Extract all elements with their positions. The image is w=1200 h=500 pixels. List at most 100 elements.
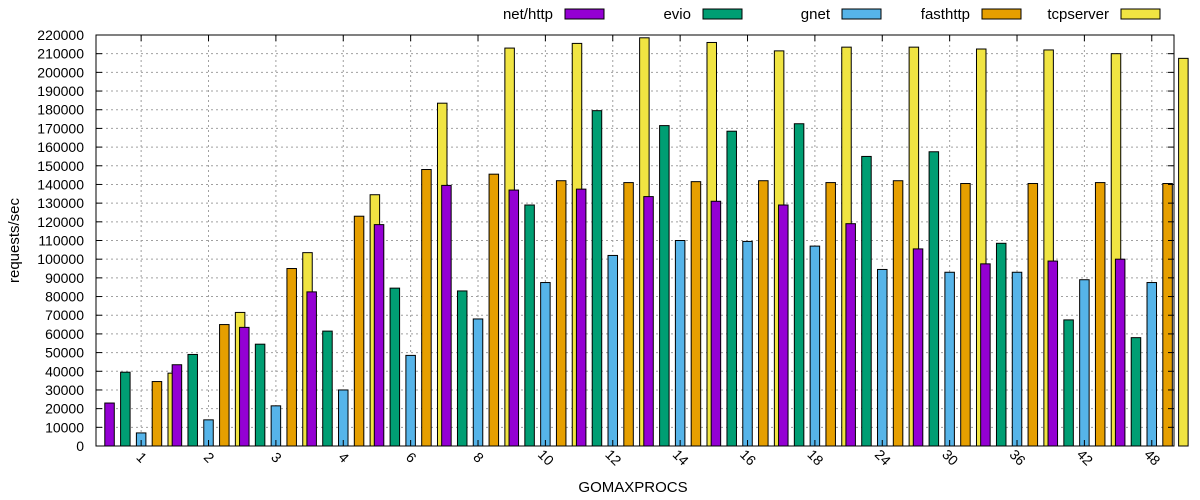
bar-evio-30 xyxy=(928,151,940,447)
legend-swatch xyxy=(564,8,605,20)
bar-net-http-8 xyxy=(441,184,452,447)
x-tick-label: 10 xyxy=(535,446,557,468)
y-tick-label: 110000 xyxy=(38,233,84,249)
y-tick-label: 30000 xyxy=(45,382,84,398)
y-tick-label: 200000 xyxy=(37,64,84,80)
bar-net-http-3 xyxy=(239,326,250,447)
bar-fasthttp-18 xyxy=(825,182,836,447)
legend-label: net/http xyxy=(503,6,553,23)
bar-evio-1 xyxy=(120,371,131,447)
x-tick-label: 3 xyxy=(268,449,285,466)
bar-fasthttp-2 xyxy=(219,324,230,447)
y-tick-label: 220000 xyxy=(37,27,84,43)
legend-label: evio xyxy=(663,6,691,23)
bar-evio-3 xyxy=(254,343,266,447)
y-tick-label: 90000 xyxy=(45,270,84,286)
bar-net-http-48 xyxy=(1114,258,1126,447)
y-tick-label: 180000 xyxy=(37,102,84,118)
bar-fasthttp-3 xyxy=(286,268,297,447)
x-tick-label: 24 xyxy=(872,446,894,468)
bar-evio-18 xyxy=(793,123,805,447)
bar-net-http-18 xyxy=(778,204,789,447)
y-tick-label: 10000 xyxy=(45,419,84,435)
bar-gnet-18 xyxy=(809,245,821,447)
x-tick-label: 36 xyxy=(1007,446,1029,468)
y-tick-label: 50000 xyxy=(45,345,84,361)
bar-net-http-4 xyxy=(306,291,317,447)
x-axis-title: GOMAXPROCS xyxy=(578,479,687,496)
bar-evio-2 xyxy=(187,353,198,447)
bar-evio-48 xyxy=(1130,337,1142,447)
bar-evio-12 xyxy=(591,110,603,447)
legend-swatch xyxy=(841,8,882,20)
x-tick-label: 16 xyxy=(737,446,759,468)
bar-fasthttp-10 xyxy=(555,180,567,447)
x-tick-label: 12 xyxy=(602,446,624,468)
bar-net-http-6 xyxy=(373,224,385,447)
bar-evio-14 xyxy=(659,125,670,447)
bar-fasthttp-8 xyxy=(488,173,500,447)
bar-net-http-14 xyxy=(643,196,654,447)
bar-evio-4 xyxy=(322,330,333,447)
y-tick-label: 0 xyxy=(76,438,84,454)
x-tick-label: 2 xyxy=(201,449,218,466)
bar-net-http-12 xyxy=(575,188,587,447)
y-axis-title: requests/sec xyxy=(6,197,23,283)
bar-evio-24 xyxy=(861,155,872,447)
bar-fasthttp-30 xyxy=(960,183,971,447)
bar-fasthttp-42 xyxy=(1094,182,1106,447)
bar-net-http-2 xyxy=(171,364,183,447)
x-tick-label: 4 xyxy=(336,449,353,466)
bar-gnet-12 xyxy=(607,254,619,447)
bar-gnet-48 xyxy=(1146,282,1158,447)
y-tick-label: 190000 xyxy=(37,83,84,99)
x-tick-label: 6 xyxy=(403,449,420,466)
y-tick-label: 130000 xyxy=(37,195,84,211)
legend-swatch xyxy=(981,8,1022,20)
bar-fasthttp-4 xyxy=(353,215,365,447)
bar-gnet-36 xyxy=(1011,271,1023,447)
y-tick-label: 70000 xyxy=(45,307,84,323)
legend-label: gnet xyxy=(801,6,831,23)
bar-net-http-10 xyxy=(508,189,520,447)
bar-fasthttp-36 xyxy=(1027,183,1039,447)
y-tick-label: 40000 xyxy=(45,363,84,379)
x-tick-label: 48 xyxy=(1141,446,1163,468)
x-tick-label: 30 xyxy=(939,446,961,468)
y-tick-label: 210000 xyxy=(37,46,84,62)
bar-gnet-10 xyxy=(540,282,551,447)
y-tick-label: 60000 xyxy=(45,326,84,342)
bar-gnet-16 xyxy=(742,240,753,447)
bar-net-http-16 xyxy=(710,200,722,447)
y-tick-label: 80000 xyxy=(45,289,84,305)
y-tick-label: 140000 xyxy=(37,176,84,192)
bar-evio-16 xyxy=(726,130,737,447)
x-tick-label: 18 xyxy=(804,446,826,468)
x-tick-label: 14 xyxy=(670,446,692,468)
bar-fasthttp-1 xyxy=(151,381,163,447)
y-tick-label: 20000 xyxy=(45,401,84,417)
bar-gnet-8 xyxy=(472,318,484,447)
bars xyxy=(104,37,1189,447)
y-tick-label: 160000 xyxy=(37,139,84,155)
bar-gnet-30 xyxy=(944,271,955,447)
bar-gnet-24 xyxy=(877,268,888,447)
legend-label: tcpserver xyxy=(1047,6,1109,23)
legend: net/http evio gnet fasthttp tcpserver xyxy=(503,6,1161,23)
x-tick-label: 1 xyxy=(133,449,150,466)
bar-fasthttp-14 xyxy=(690,181,702,447)
bar-gnet-14 xyxy=(674,240,686,447)
bar-net-http-36 xyxy=(980,263,991,447)
bar-evio-8 xyxy=(456,290,468,447)
bar-evio-42 xyxy=(1063,319,1074,447)
bar-evio-36 xyxy=(995,242,1007,447)
bar-net-http-24 xyxy=(845,223,856,447)
y-tick-label: 170000 xyxy=(37,120,84,136)
bar-fasthttp-24 xyxy=(892,180,904,447)
bar-evio-6 xyxy=(389,287,401,447)
bar-fasthttp-16 xyxy=(758,180,769,447)
legend-swatch xyxy=(702,8,743,20)
bar-net-http-42 xyxy=(1047,260,1059,447)
y-tick-label: 150000 xyxy=(37,158,84,174)
